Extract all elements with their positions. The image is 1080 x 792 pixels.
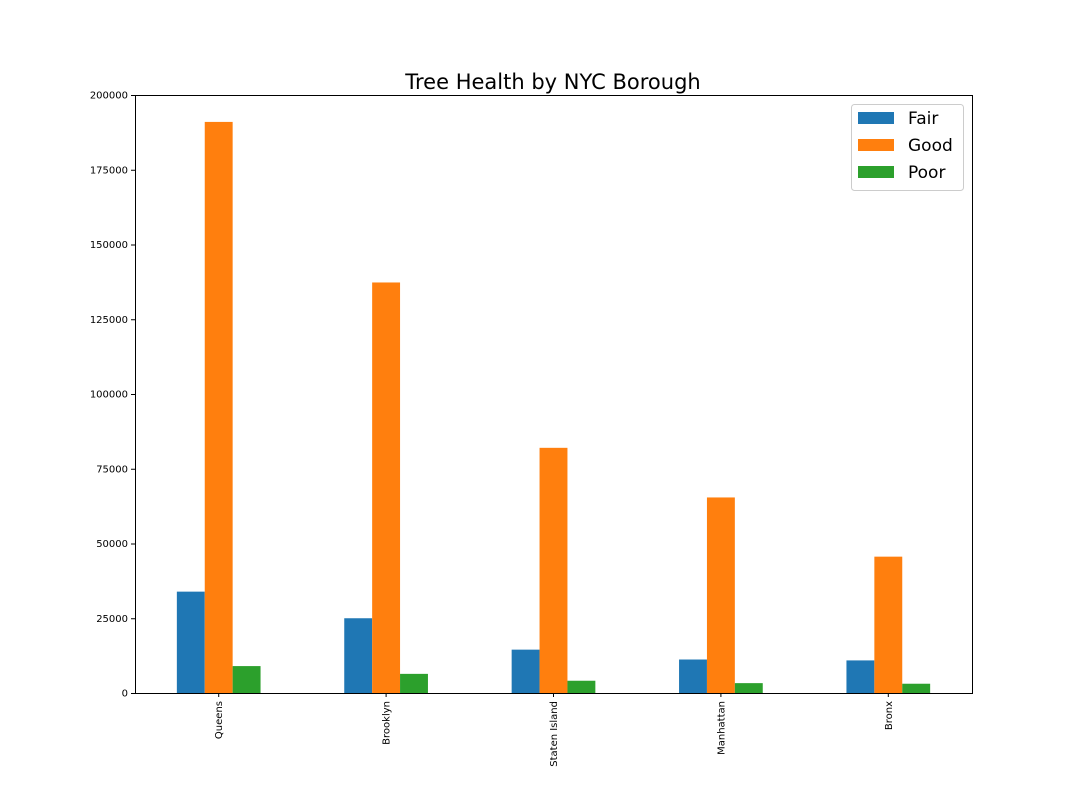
bar-good-bronx bbox=[874, 556, 903, 693]
x-tick-label: Brooklyn bbox=[382, 701, 393, 745]
bar-poor-bronx bbox=[902, 683, 931, 693]
y-axis: 0 25000 50000 75000 100000 125000 150000 175000… bbox=[90, 91, 135, 700]
bar-fair-queens bbox=[176, 591, 205, 693]
y-tick-label: 125000 bbox=[90, 315, 128, 326]
plot-frame bbox=[135, 95, 973, 694]
y-tick-label: 175000 bbox=[90, 165, 128, 176]
bar-fair-staten-island bbox=[511, 649, 540, 693]
y-tick-label: 0 bbox=[122, 689, 128, 700]
bar-good-queens bbox=[204, 121, 233, 693]
legend: Fair Good Poor bbox=[851, 104, 964, 191]
bar-fair-bronx bbox=[846, 660, 875, 693]
y-tick-label: 100000 bbox=[90, 390, 128, 401]
legend-label-poor: Poor bbox=[908, 163, 945, 183]
bar-poor-staten-island bbox=[567, 680, 596, 693]
x-tick-label: Queens bbox=[214, 701, 225, 739]
bar-good-brooklyn bbox=[372, 282, 401, 693]
legend-swatch-poor bbox=[858, 166, 894, 178]
y-tick-label: 150000 bbox=[90, 240, 128, 251]
bar-good-manhattan bbox=[706, 497, 735, 693]
bar-fair-manhattan bbox=[679, 659, 707, 693]
y-tick-label: 25000 bbox=[96, 614, 128, 625]
bar-poor-manhattan bbox=[734, 683, 763, 693]
y-tick-label: 75000 bbox=[96, 464, 128, 475]
bar-fair-brooklyn bbox=[344, 618, 373, 693]
y-tick-label: 200000 bbox=[90, 91, 128, 102]
x-axis: Queens Brooklyn Staten Island Manhattan Bron… bbox=[214, 693, 895, 767]
y-tick-label: 50000 bbox=[96, 539, 128, 550]
bar-poor-queens bbox=[232, 666, 261, 693]
chart-title: Tree Health by NYC Borough bbox=[404, 70, 700, 94]
bars-group bbox=[176, 121, 931, 693]
bar-good-staten-island bbox=[539, 447, 568, 693]
x-tick-label: Manhattan bbox=[716, 701, 727, 755]
legend-swatch-good bbox=[858, 139, 894, 151]
x-tick-label: Staten Island bbox=[549, 701, 560, 767]
legend-swatch-fair bbox=[858, 112, 894, 124]
legend-label-good: Good bbox=[908, 136, 953, 156]
x-tick-label: Bronx bbox=[884, 701, 895, 730]
bar-poor-brooklyn bbox=[400, 673, 428, 693]
legend-label-fair: Fair bbox=[908, 109, 938, 129]
